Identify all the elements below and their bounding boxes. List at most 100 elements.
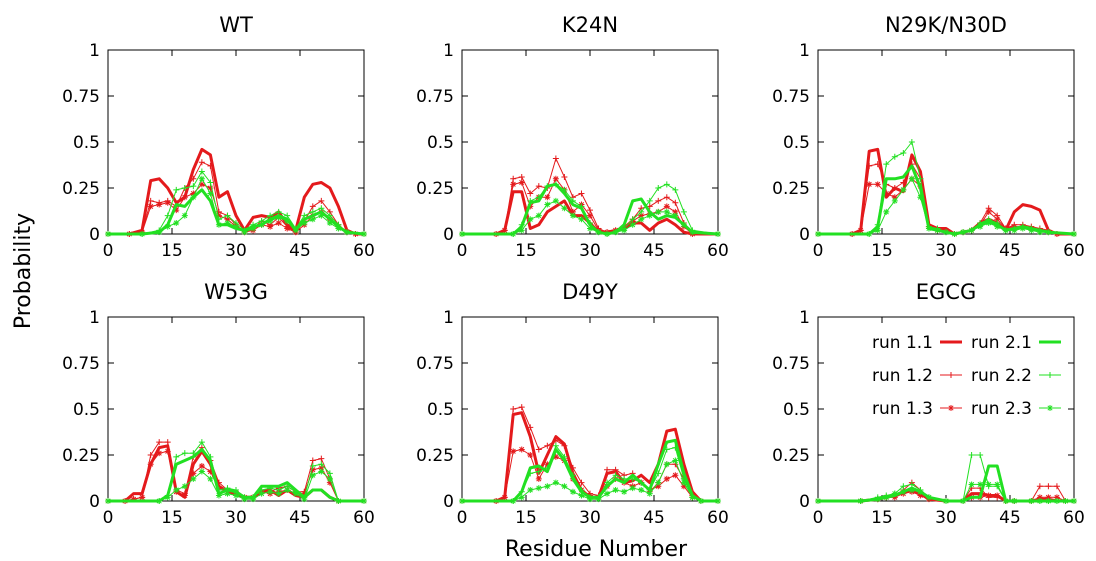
data-point xyxy=(621,475,628,482)
y-axis-title: Probability xyxy=(11,213,36,329)
data-point xyxy=(552,479,559,486)
data-point xyxy=(883,161,890,168)
data-point xyxy=(301,212,308,219)
data-point xyxy=(535,194,542,201)
data-point xyxy=(518,488,525,495)
data-point xyxy=(164,439,171,446)
data-point xyxy=(569,212,576,219)
data-point xyxy=(587,219,593,226)
data-point xyxy=(284,212,291,219)
data-point xyxy=(672,199,679,206)
panel-w53g: W53G 0 0.25 0.5 0.75 1 0 15 30 45 60 xyxy=(62,280,375,528)
data-point xyxy=(156,498,163,504)
data-point xyxy=(985,481,992,488)
data-point xyxy=(612,229,619,236)
panel-k24n: K24N 0 0.25 0.5 0.75 1 0 15 30 45 60 xyxy=(416,13,729,261)
legend-label: run 2.2 xyxy=(971,366,1032,386)
data-point xyxy=(891,490,898,497)
y-tick-label: 0.5 xyxy=(783,400,810,420)
data-point xyxy=(527,190,534,197)
y-tick-label: 0.75 xyxy=(772,354,810,374)
data-point xyxy=(883,494,890,501)
data-point xyxy=(343,229,350,236)
y-tick-label: 0 xyxy=(799,492,810,512)
data-point xyxy=(544,201,551,208)
y-tick-label: 0.5 xyxy=(73,133,100,153)
data-point xyxy=(181,483,188,490)
data-point xyxy=(815,498,821,504)
data-point xyxy=(587,207,593,214)
y-tick-label: 0.75 xyxy=(62,87,100,107)
x-tick-label: 15 xyxy=(161,508,183,528)
data-point xyxy=(241,229,248,236)
data-point xyxy=(908,175,915,182)
series-run-2-1 xyxy=(462,438,718,503)
data-point xyxy=(535,183,542,190)
data-point xyxy=(518,494,525,501)
legend-sample-marker xyxy=(948,372,954,378)
data-point xyxy=(663,203,670,210)
data-point xyxy=(900,186,907,193)
data-point xyxy=(672,208,679,215)
data-point xyxy=(292,227,299,234)
data-point xyxy=(518,227,525,234)
data-point xyxy=(960,229,967,236)
data-point xyxy=(1045,483,1052,490)
x-tick-label: 15 xyxy=(515,241,537,261)
y-tick-label: 0.25 xyxy=(772,446,810,466)
data-point xyxy=(198,439,205,446)
data-point xyxy=(301,496,308,503)
data-point xyxy=(646,197,653,204)
data-point xyxy=(224,216,231,223)
data-point xyxy=(917,492,924,499)
data-point xyxy=(267,212,274,219)
data-point xyxy=(1019,225,1026,232)
data-point xyxy=(1036,483,1043,490)
data-point xyxy=(1036,498,1043,504)
x-tick-label: 15 xyxy=(515,508,537,528)
data-point xyxy=(1053,483,1060,490)
x-tick-label: 60 xyxy=(707,508,729,528)
series-run-2-3 xyxy=(459,457,721,504)
data-point xyxy=(552,442,559,449)
data-point xyxy=(578,190,585,197)
data-point xyxy=(672,472,679,479)
y-tick-label: 0.5 xyxy=(73,400,100,420)
data-point xyxy=(535,212,542,219)
data-point xyxy=(680,479,687,486)
data-point xyxy=(326,219,333,226)
data-point xyxy=(655,470,662,477)
data-point xyxy=(207,475,214,482)
y-tick-label: 0.75 xyxy=(62,354,100,374)
data-point xyxy=(164,212,171,219)
x-tick-label: 0 xyxy=(103,241,114,261)
data-point xyxy=(587,212,593,219)
y-tick-label: 0.75 xyxy=(416,354,454,374)
data-point xyxy=(578,479,585,486)
data-point xyxy=(233,486,239,493)
data-point xyxy=(518,179,525,186)
data-point xyxy=(951,231,958,237)
data-point xyxy=(663,181,670,188)
data-point xyxy=(552,453,559,460)
x-tick-label: 45 xyxy=(643,241,665,261)
plot-frame xyxy=(817,316,1075,502)
data-point xyxy=(655,208,662,215)
data-point xyxy=(655,483,662,490)
data-point xyxy=(510,406,517,412)
legend-label: run 1.3 xyxy=(872,399,933,419)
y-tick-label: 0.5 xyxy=(427,400,454,420)
series-run-2-1-line xyxy=(462,438,718,503)
data-point xyxy=(156,229,163,236)
data-point xyxy=(977,223,984,230)
data-point xyxy=(335,498,342,504)
data-point xyxy=(595,496,602,503)
data-point xyxy=(181,450,188,457)
x-tick-label: 0 xyxy=(457,508,468,528)
data-point xyxy=(561,205,568,212)
plot-frame xyxy=(107,316,365,502)
data-point xyxy=(552,175,559,182)
y-tick-label: 0.25 xyxy=(416,179,454,199)
data-point xyxy=(147,452,154,458)
data-point xyxy=(215,221,222,228)
